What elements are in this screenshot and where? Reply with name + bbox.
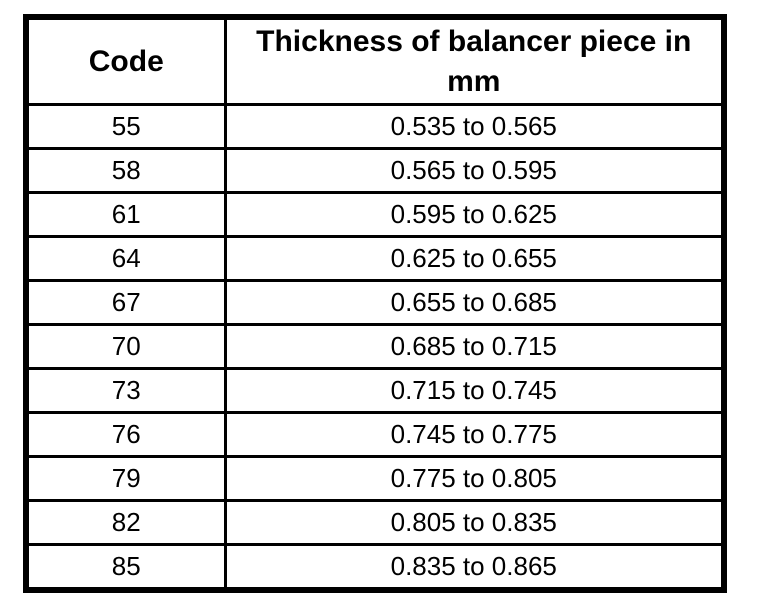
code-cell: 67 bbox=[24, 279, 227, 326]
thickness-cell: 0.535 to 0.565 bbox=[223, 103, 726, 150]
table-body: 55 0.535 to 0.565 58 0.565 to 0.595 61 0.595 … bbox=[24, 103, 726, 592]
balancer-piece-table-container: Code Thickness of balancer piece in mm 5… bbox=[23, 14, 727, 593]
code-cell: 82 bbox=[24, 499, 227, 546]
thickness-cell: 0.685 to 0.715 bbox=[223, 323, 726, 370]
code-cell: 61 bbox=[24, 191, 227, 238]
code-cell: 58 bbox=[24, 147, 227, 194]
thickness-cell: 0.565 to 0.595 bbox=[223, 147, 726, 194]
table-row: 70 0.685 to 0.715 bbox=[24, 323, 726, 370]
table-row: 79 0.775 to 0.805 bbox=[24, 455, 726, 502]
code-cell: 73 bbox=[24, 367, 227, 414]
code-cell: 55 bbox=[24, 103, 227, 150]
thickness-cell: 0.745 to 0.775 bbox=[223, 411, 726, 458]
code-cell: 70 bbox=[24, 323, 227, 370]
table-row: 64 0.625 to 0.655 bbox=[24, 235, 726, 282]
balancer-piece-table: Code Thickness of balancer piece in mm 5… bbox=[23, 14, 727, 593]
table-row: 55 0.535 to 0.565 bbox=[24, 103, 726, 150]
table-row: 85 0.835 to 0.865 bbox=[24, 543, 726, 592]
table-header-row: Code Thickness of balancer piece in mm bbox=[24, 15, 726, 106]
code-cell: 85 bbox=[24, 543, 227, 592]
thickness-cell: 0.715 to 0.745 bbox=[223, 367, 726, 414]
thickness-cell: 0.805 to 0.835 bbox=[223, 499, 726, 546]
table-row: 61 0.595 to 0.625 bbox=[24, 191, 726, 238]
table-header: Code Thickness of balancer piece in mm bbox=[24, 15, 726, 106]
column-header-thickness: Thickness of balancer piece in mm bbox=[223, 15, 726, 106]
column-header-code: Code bbox=[24, 15, 227, 106]
thickness-cell: 0.655 to 0.685 bbox=[223, 279, 726, 326]
table-row: 73 0.715 to 0.745 bbox=[24, 367, 726, 414]
table-row: 82 0.805 to 0.835 bbox=[24, 499, 726, 546]
table-row: 58 0.565 to 0.595 bbox=[24, 147, 726, 194]
thickness-cell: 0.625 to 0.655 bbox=[223, 235, 726, 282]
thickness-cell: 0.835 to 0.865 bbox=[223, 543, 726, 592]
table-row: 67 0.655 to 0.685 bbox=[24, 279, 726, 326]
code-cell: 64 bbox=[24, 235, 227, 282]
table-row: 76 0.745 to 0.775 bbox=[24, 411, 726, 458]
thickness-cell: 0.775 to 0.805 bbox=[223, 455, 726, 502]
code-cell: 76 bbox=[24, 411, 227, 458]
thickness-cell: 0.595 to 0.625 bbox=[223, 191, 726, 238]
code-cell: 79 bbox=[24, 455, 227, 502]
